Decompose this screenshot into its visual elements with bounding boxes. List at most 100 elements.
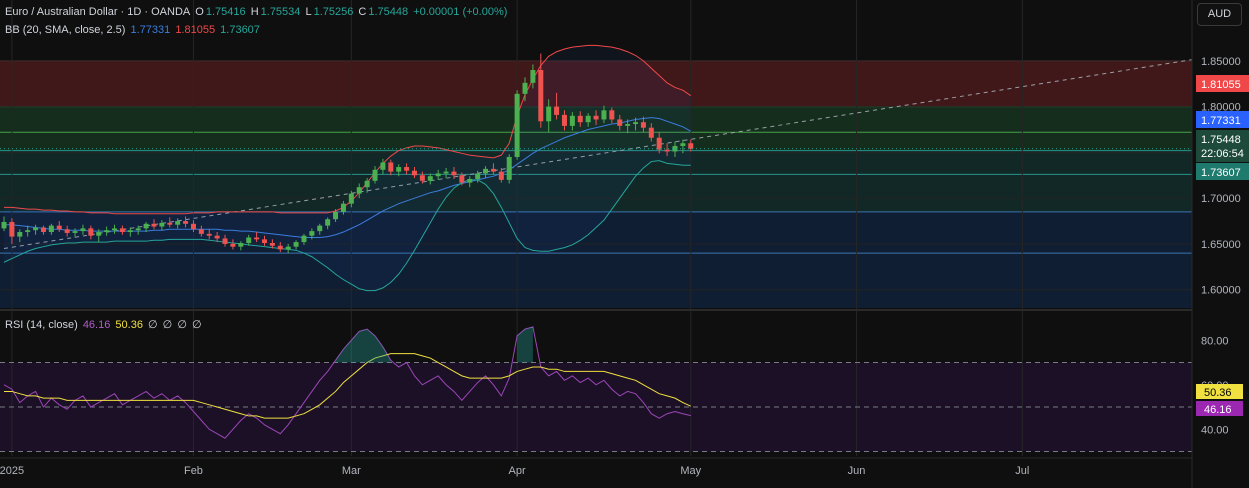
price-tick-label: 1.60000 [1201,285,1241,297]
candle-body [301,235,307,243]
candle-body [475,173,481,179]
bb-lower-value: 1.73607 [220,24,260,36]
candle-body [40,227,46,233]
time-tick-label: Jul [1015,465,1029,477]
candle-body [72,231,78,233]
candle-body [88,228,94,236]
rsi-tick-label: 40.00 [1201,424,1229,436]
candle-body [664,149,670,152]
rsi-ma-line [4,353,691,419]
rsi-legend[interactable]: RSI (14, close) 46.16 50.36 ∅ ∅ ∅ ∅ [5,318,204,331]
candle-body [175,221,181,225]
basis-badge: 1.77331 [1201,115,1241,127]
close-value: 1.75448 [368,6,409,18]
basis-badge-bg [1196,111,1249,128]
upper-band-badge-bg [1196,75,1249,92]
candle-body [96,232,102,236]
candle-body [380,162,386,170]
candle-body [522,82,528,94]
candle-body [585,115,591,123]
candle-body [459,175,465,183]
trend-line [3,58,1197,250]
bollinger-lower-line [3,160,691,292]
candle-body [656,137,662,150]
time-tick-label: May [680,465,701,477]
high-value: 1.75534 [260,6,301,18]
high-label: H [250,6,259,18]
candle-body [112,228,118,231]
candle-body [167,222,173,225]
rsi-layer [3,326,691,439]
bollinger-upper-line [4,44,692,215]
candle-body [633,122,639,125]
instrument-title[interactable]: Euro / Australian Dollar · 1D · OANDA [5,6,191,18]
rsi-line [3,326,691,439]
candle-body [435,173,441,177]
bb-legend[interactable]: BB (20, SMA, close, 2.5) 1.77331 1.81055… [5,24,262,36]
candle-body [190,223,196,230]
bb-label[interactable]: BB (20, SMA, close, 2.5) [5,24,126,36]
candle-body [285,246,291,250]
bb-basis-value: 1.77331 [130,24,171,36]
candle-body [246,237,252,244]
candle-body [640,122,646,128]
currency-button[interactable]: AUD [1197,3,1242,26]
candle-body [625,124,631,126]
candle-body [143,223,149,229]
close-label: C [358,6,367,18]
candle-body [25,230,31,233]
rsi-label[interactable]: RSI (14, close) [5,319,78,331]
candle-body [569,115,575,126]
bollinger-bands-layer [3,44,692,292]
candle-body [333,211,339,220]
rsi-ma-badge: 50.36 [1204,387,1232,399]
candle-body [554,106,560,115]
candle-body [348,193,354,204]
price-zone [0,253,1192,308]
lower-band-badge-bg [1196,163,1249,180]
lower-band-badge: 1.73607 [1201,167,1241,179]
rsi-zone-4: ∅ [191,319,202,331]
time-tick-label: Apr [509,465,526,477]
price-tick-label: 1.85000 [1201,56,1241,68]
grid-layer [0,0,1249,459]
candle-body [1,221,7,229]
rsi-ma-value: 50.36 [115,319,143,331]
countdown-badge: 22:06:54 [1201,148,1244,160]
rsi-ma-badge-bg [1196,384,1243,399]
candle-body [498,171,504,180]
price-zone [0,60,1192,107]
candle-body [222,238,228,244]
candle-body [64,229,70,233]
price-tick-label: 1.80000 [1201,102,1241,114]
candle-body [443,171,449,174]
candle-body [309,231,315,236]
candle-body [214,235,220,239]
bb-upper-value: 1.81055 [175,24,216,36]
candle-body [514,93,520,157]
candle-body [56,225,62,230]
bollinger-basis-line [4,117,692,239]
rsi-zone-3: ∅ [177,319,187,331]
candle-body [530,70,536,83]
candle-body [672,146,678,152]
candle-body [293,242,299,247]
time-tick-label: 2025 [0,465,24,477]
time-tick-label: Feb [184,465,203,477]
price-zone [0,174,1192,212]
price-tick-label: 1.65000 [1201,239,1241,251]
candle-body [451,171,457,176]
upper-band-badge: 1.81055 [1201,79,1241,91]
candle-body [680,143,686,146]
open-value: 1.75416 [205,6,246,18]
candle-body [593,115,599,120]
candle-body [269,243,275,246]
last-price-badge: 1.75448 [1201,134,1241,146]
candle-body [48,225,54,233]
candle-body [372,169,378,181]
candle-body [9,221,15,237]
candle-body [396,167,402,172]
rsi-overbought-fill [517,326,533,363]
